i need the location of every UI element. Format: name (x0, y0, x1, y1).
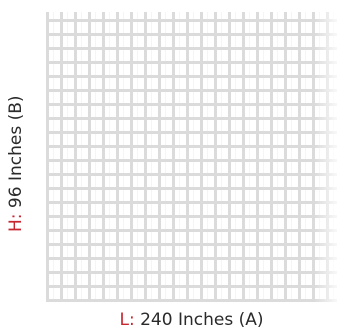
height-dimension-label: H: 96 Inches (B) (6, 95, 26, 232)
height-prefix: H: (6, 213, 26, 232)
length-value: 240 Inches (A) (134, 310, 264, 330)
mesh-pattern-image (46, 12, 337, 302)
length-dimension-label: L: 240 Inches (A) (0, 312, 337, 329)
height-value: 96 Inches (B) (6, 95, 26, 214)
length-prefix: L: (119, 310, 135, 330)
